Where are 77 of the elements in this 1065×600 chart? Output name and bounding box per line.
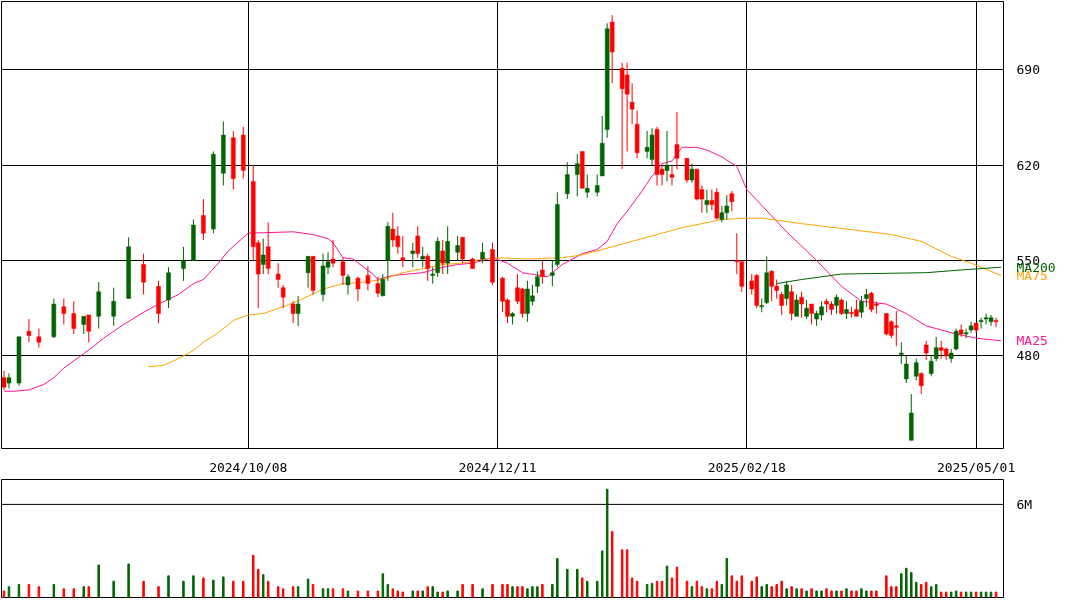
candlestick	[141, 253, 146, 295]
candlestick	[365, 265, 371, 291]
candlestick	[265, 221, 271, 275]
candlestick	[1, 370, 7, 391]
candlestick	[550, 259, 555, 287]
candlestick	[410, 242, 416, 268]
x-tick-label: 2024/12/11	[458, 459, 537, 475]
candlestick	[594, 174, 600, 197]
candlestick	[958, 323, 964, 338]
candlestick	[565, 161, 570, 200]
candlestick	[86, 314, 91, 343]
candlestick	[644, 130, 650, 159]
y-tick-label: 690	[1016, 62, 1040, 78]
candlestick	[928, 355, 934, 377]
candlestick	[834, 294, 839, 315]
candlestick	[689, 163, 695, 184]
candlestick	[355, 276, 361, 302]
candlestick	[415, 225, 420, 259]
candlestick	[455, 235, 460, 261]
x-tick-label: 2025/02/18	[707, 459, 786, 475]
candlestick	[585, 174, 590, 199]
candlestick	[779, 291, 784, 316]
candlestick	[575, 153, 580, 197]
candlestick	[290, 300, 296, 324]
y-tick-label: 620	[1016, 157, 1040, 173]
candlestick	[809, 303, 814, 325]
candlestick	[295, 295, 301, 327]
candlestick	[201, 198, 206, 241]
line-series	[3, 146, 1002, 392]
candlestick	[400, 235, 406, 268]
candlestick	[440, 239, 445, 275]
candlestick	[535, 270, 540, 294]
candlestick	[804, 299, 809, 320]
candlestick	[71, 300, 77, 335]
candlestick	[923, 340, 929, 361]
candlestick	[904, 355, 909, 384]
ref-line-label: 6M	[1016, 496, 1033, 512]
candlestick	[390, 212, 396, 248]
candlestick	[181, 246, 186, 282]
y-tick-label: 480	[1016, 348, 1040, 364]
x-tick-label: 2024/10/08	[209, 459, 288, 475]
candlestick	[36, 328, 42, 349]
candlestick	[280, 284, 286, 309]
candlestick	[425, 253, 430, 282]
candlestick	[669, 164, 675, 186]
candlestick	[61, 298, 67, 325]
candlestick	[111, 287, 116, 327]
candlestick	[445, 225, 450, 275]
candlestick	[664, 130, 670, 182]
candlestick	[260, 238, 266, 275]
candlestick	[275, 262, 281, 289]
candlestick	[460, 236, 465, 264]
candlestick	[914, 358, 919, 381]
candlestick	[540, 259, 545, 285]
candlestick	[899, 341, 904, 365]
candlestick	[305, 255, 311, 289]
candlestick	[933, 336, 939, 362]
candlestick	[794, 294, 799, 317]
candlestick	[799, 291, 804, 319]
candlestick	[674, 111, 680, 170]
candlestick	[704, 189, 710, 214]
candlestick	[345, 273, 351, 295]
x-tick-label: 2025/05/01	[936, 459, 1016, 475]
series-label: MA25	[1016, 333, 1048, 349]
candlestick	[729, 190, 735, 212]
candlestick	[340, 257, 346, 286]
candlestick	[919, 371, 924, 395]
candlestick	[993, 317, 999, 328]
candlestick	[684, 157, 690, 184]
candlestick	[375, 276, 381, 298]
candlestick	[859, 295, 864, 319]
candlestick	[789, 284, 794, 321]
candlestick	[26, 318, 32, 343]
candlestick	[480, 242, 485, 264]
candlestick	[420, 246, 425, 268]
candlestick	[330, 239, 336, 268]
candlestick	[6, 373, 12, 390]
